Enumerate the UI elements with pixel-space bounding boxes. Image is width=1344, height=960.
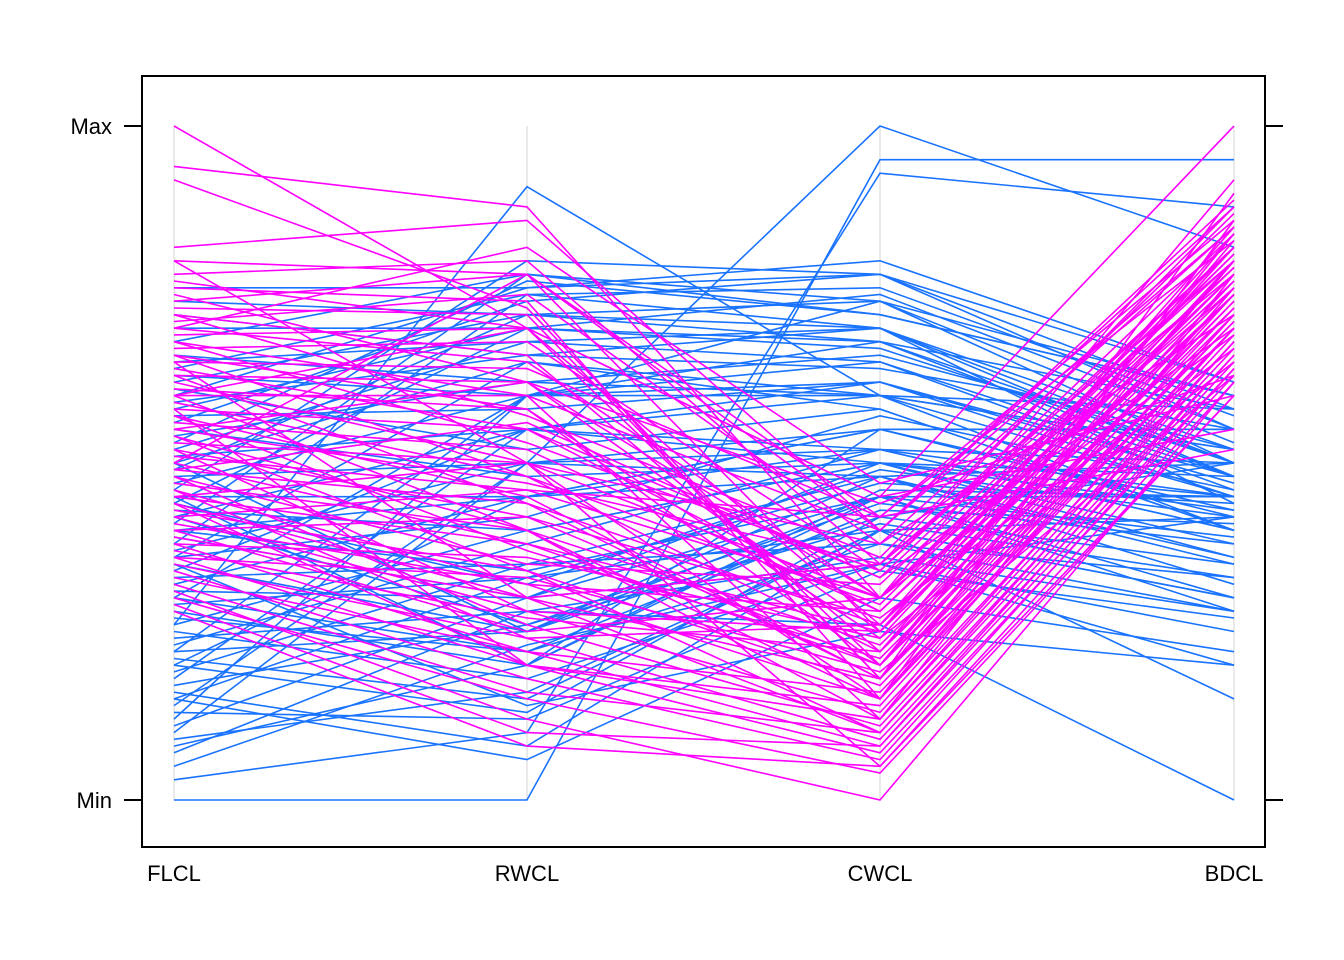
series-0-line-46 (173, 259, 1235, 397)
y-tick-label-max: Max (70, 114, 112, 139)
series-1-line-70 (173, 233, 1235, 572)
series-0-line-71 (173, 610, 1235, 801)
series-1-line-71 (173, 253, 1235, 606)
series-0-line-70 (173, 529, 1235, 741)
plot-frame (141, 75, 1266, 848)
series-1-line-42 (173, 327, 1235, 700)
series-1-line-66 (173, 347, 1235, 619)
series-1-line-53 (173, 395, 1235, 774)
series-1-line-30 (173, 266, 1235, 599)
series-1-line-34 (173, 307, 1235, 680)
series-1-line-75 (173, 320, 1235, 687)
data-lines (173, 125, 1235, 801)
axis-label-flcl: FLCL (147, 861, 201, 886)
y-ticks: Max Min (70, 114, 1283, 813)
series-0-line-48 (173, 300, 1235, 444)
series-1-line-20 (173, 253, 1235, 599)
series-1-line-59 (173, 260, 1235, 768)
series-1-line-55 (173, 381, 1235, 768)
series-1-line-78 (173, 361, 1235, 741)
series-1-line-72 (173, 273, 1235, 626)
series-0-line-68 (173, 596, 1235, 761)
series-1-line-79 (173, 374, 1235, 754)
x-axis-labels: FLCL RWCL CWCL BDCL (147, 861, 1263, 886)
series-1-line-16 (173, 246, 1235, 572)
series-1-line-73 (173, 293, 1235, 646)
axis-label-bdcl: BDCL (1205, 861, 1264, 886)
axis-label-rwcl: RWCL (495, 861, 559, 886)
series-1-line-47 (173, 341, 1235, 720)
series-1-line-2 (173, 179, 1235, 680)
series-1-line-77 (173, 347, 1235, 727)
series-1-line-3 (173, 199, 1235, 532)
series-1-line-52 (173, 381, 1235, 801)
series-1-line-69 (173, 213, 1235, 559)
series-1-line-76 (173, 334, 1235, 714)
series-1-line-63 (173, 327, 1235, 579)
series-1-line-48 (173, 293, 1235, 640)
series-1-line-74 (173, 300, 1235, 660)
series-1-line-62 (173, 374, 1235, 505)
series-1-line-61 (173, 314, 1235, 707)
series-0-line-54 (174, 293, 1235, 431)
y-tick-label-min: Min (77, 788, 112, 813)
series-0-line-72 (173, 563, 1235, 707)
series-1-line-28 (173, 260, 1235, 565)
series-1-line-51 (173, 354, 1235, 734)
axis-label-cwcl: CWCL (848, 861, 913, 886)
series-1-line-54 (173, 368, 1235, 747)
